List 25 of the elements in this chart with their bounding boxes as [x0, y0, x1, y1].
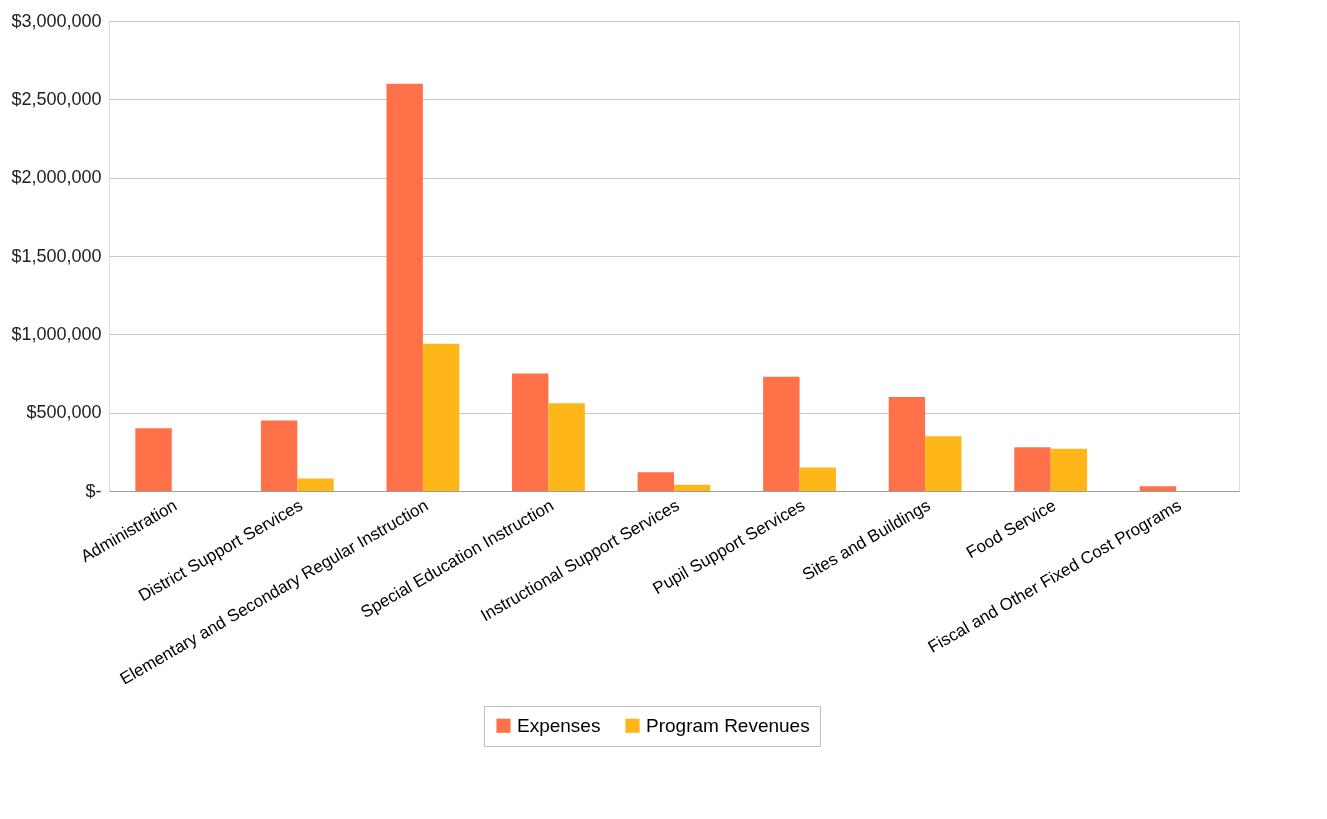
bar [512, 373, 549, 491]
bar [386, 83, 423, 491]
bar [888, 397, 926, 491]
bar [674, 484, 711, 491]
y-tick-label: $500,000 [26, 402, 102, 423]
y-tick-label: $3,000,000 [11, 10, 102, 31]
bar [135, 428, 172, 491]
bar [799, 467, 836, 491]
bar [422, 343, 460, 491]
bar [925, 436, 962, 491]
bar [1050, 448, 1088, 491]
y-tick-label: $1,500,000 [11, 245, 102, 266]
bar [763, 376, 800, 491]
y-tick-label: $1,000,000 [11, 323, 102, 344]
bar [1139, 486, 1177, 491]
legend-label: Program Revenues [646, 714, 810, 736]
y-tick-label: $2,000,000 [11, 167, 102, 188]
bar [1014, 447, 1051, 491]
bar [548, 403, 585, 491]
legend-label: Expenses [517, 714, 601, 736]
bar [297, 478, 334, 491]
y-tick-label: $2,500,000 [11, 88, 102, 109]
bar [637, 472, 674, 491]
bar [260, 420, 298, 491]
y-tick-label: $- [85, 480, 102, 501]
